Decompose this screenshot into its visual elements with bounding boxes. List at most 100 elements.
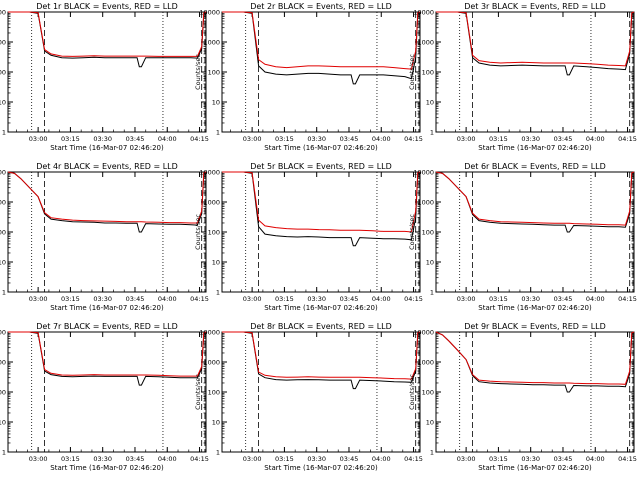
y-tick-label: 1000: [417, 39, 434, 47]
detector-panel: Det 8r BLACK = Events, RED = LLD 1 10 100 10…: [194, 322, 423, 472]
y-axis-label: Counts/sec: [194, 374, 202, 410]
x-tick-label: 04:15: [618, 295, 637, 303]
y-tick-label: 10: [0, 259, 6, 267]
plot-frame: [435, 331, 635, 453]
x-tick-label: 03:45: [340, 135, 359, 143]
plot-frame: [435, 171, 635, 293]
detector-panel: Det 5r BLACK = Events, RED = LLD 1 10 100 10…: [194, 162, 423, 312]
y-tick-label: 10000: [0, 169, 6, 177]
detector-panel: Det 7r BLACK = Events, RED = LLD 1 10 100 10…: [0, 322, 209, 472]
detector-panel: Det 3r BLACK = Events, RED = LLD 1 10 100 10…: [408, 2, 637, 152]
y-tick-label: 1: [430, 449, 434, 457]
y-tick-label: 100: [208, 389, 220, 397]
x-axis-label: Start Time (16-Mar-07 02:46:20): [478, 304, 592, 312]
x-tick-label: 04:15: [190, 455, 209, 463]
detector-panel: Det 4r BLACK = Events, RED = LLD 1 10 100 10…: [0, 162, 209, 312]
x-tick-label: 04:15: [404, 455, 423, 463]
x-tick-label: 03:45: [126, 455, 145, 463]
x-tick-label: 04:00: [586, 295, 605, 303]
events-series-line: [8, 11, 207, 68]
x-tick-label: 03:00: [29, 455, 48, 463]
y-axis-label: Counts/sec: [408, 54, 416, 90]
x-tick-label: 03:45: [554, 295, 573, 303]
x-tick-label: 04:15: [618, 455, 637, 463]
events-series-line: [222, 331, 421, 390]
lld-series-line: [7, 171, 207, 224]
x-tick-label: 03:00: [243, 295, 262, 303]
x-tick-label: 04:15: [190, 135, 209, 143]
x-tick-label: 03:15: [275, 295, 294, 303]
y-axis-label: Counts/sec: [408, 374, 416, 410]
lld-series-line: [8, 331, 207, 377]
x-tick-label: 03:30: [521, 455, 540, 463]
plot-frame: [7, 331, 207, 453]
x-tick-label: 03:45: [126, 135, 145, 143]
plot-frame: [7, 171, 207, 293]
x-tick-label: 03:15: [61, 455, 80, 463]
x-tick-label: 03:45: [554, 455, 573, 463]
lld-series-line: [222, 11, 421, 70]
y-tick-label: 1000: [0, 199, 6, 207]
x-tick-label: 04:00: [158, 295, 177, 303]
plot-frame: [435, 11, 635, 133]
panel-title: Det 8r BLACK = Events, RED = LLD: [250, 322, 392, 331]
x-tick-label: 03:00: [243, 455, 262, 463]
y-tick-label: 1000: [0, 359, 6, 367]
lld-series-line: [435, 171, 635, 226]
y-tick-label: 1: [2, 289, 6, 297]
panel-title: Det 6r BLACK = Events, RED = LLD: [464, 162, 606, 171]
x-tick-label: 03:30: [93, 455, 112, 463]
lld-series-line: [8, 11, 207, 57]
y-tick-label: 10: [426, 259, 434, 267]
y-tick-label: 1: [2, 129, 6, 137]
y-tick-label: 10: [212, 419, 220, 427]
panel-title: Det 3r BLACK = Events, RED = LLD: [464, 2, 606, 11]
x-tick-label: 03:30: [307, 295, 326, 303]
y-tick-label: 10: [0, 419, 6, 427]
x-tick-label: 04:15: [404, 295, 423, 303]
x-tick-label: 04:00: [372, 295, 391, 303]
x-tick-label: 03:30: [307, 455, 326, 463]
lld-series-line: [222, 331, 421, 380]
y-tick-label: 10000: [413, 9, 434, 17]
lld-series-line: [436, 11, 635, 67]
x-tick-label: 03:30: [521, 295, 540, 303]
x-tick-label: 04:15: [618, 135, 637, 143]
y-tick-label: 1000: [0, 39, 6, 47]
y-tick-label: 1: [216, 129, 220, 137]
x-tick-label: 04:15: [190, 295, 209, 303]
x-axis-label: Start Time (16-Mar-07 02:46:20): [50, 304, 164, 312]
detector-panel: Det 2r BLACK = Events, RED = LLD 1 10 100 10…: [194, 2, 423, 152]
x-tick-label: 03:00: [243, 135, 262, 143]
y-tick-label: 100: [208, 229, 220, 237]
x-axis-label: Start Time (16-Mar-07 02:46:20): [478, 464, 592, 472]
events-series-line: [222, 11, 421, 85]
y-tick-label: 100: [0, 389, 6, 397]
y-axis-label: Counts/sec: [194, 54, 202, 90]
x-axis-label: Start Time (16-Mar-07 02:46:20): [264, 464, 378, 472]
y-tick-label: 100: [422, 229, 434, 237]
x-tick-label: 03:15: [489, 135, 508, 143]
y-tick-label: 1: [430, 289, 434, 297]
x-tick-label: 03:45: [554, 135, 573, 143]
y-tick-label: 10: [426, 419, 434, 427]
plot-frame: [221, 11, 421, 133]
y-tick-label: 10000: [0, 9, 6, 17]
x-axis-label: Start Time (16-Mar-07 02:46:20): [264, 304, 378, 312]
y-tick-label: 100: [422, 69, 434, 77]
y-tick-label: 1: [430, 129, 434, 137]
plot-frame: [221, 171, 421, 293]
y-tick-label: 1: [216, 449, 220, 457]
y-tick-label: 1: [2, 449, 6, 457]
x-axis-label: Start Time (16-Mar-07 02:46:20): [478, 144, 592, 152]
x-axis-label: Start Time (16-Mar-07 02:46:20): [264, 144, 378, 152]
panel-title: Det 9r BLACK = Events, RED = LLD: [464, 322, 606, 331]
x-tick-label: 04:00: [586, 455, 605, 463]
x-tick-label: 03:30: [521, 135, 540, 143]
y-tick-label: 1: [216, 289, 220, 297]
x-tick-label: 03:15: [489, 455, 508, 463]
events-series-line: [436, 11, 635, 76]
panel-title: Det 2r BLACK = Events, RED = LLD: [250, 2, 392, 11]
y-tick-label: 100: [0, 69, 6, 77]
x-tick-label: 03:15: [61, 295, 80, 303]
